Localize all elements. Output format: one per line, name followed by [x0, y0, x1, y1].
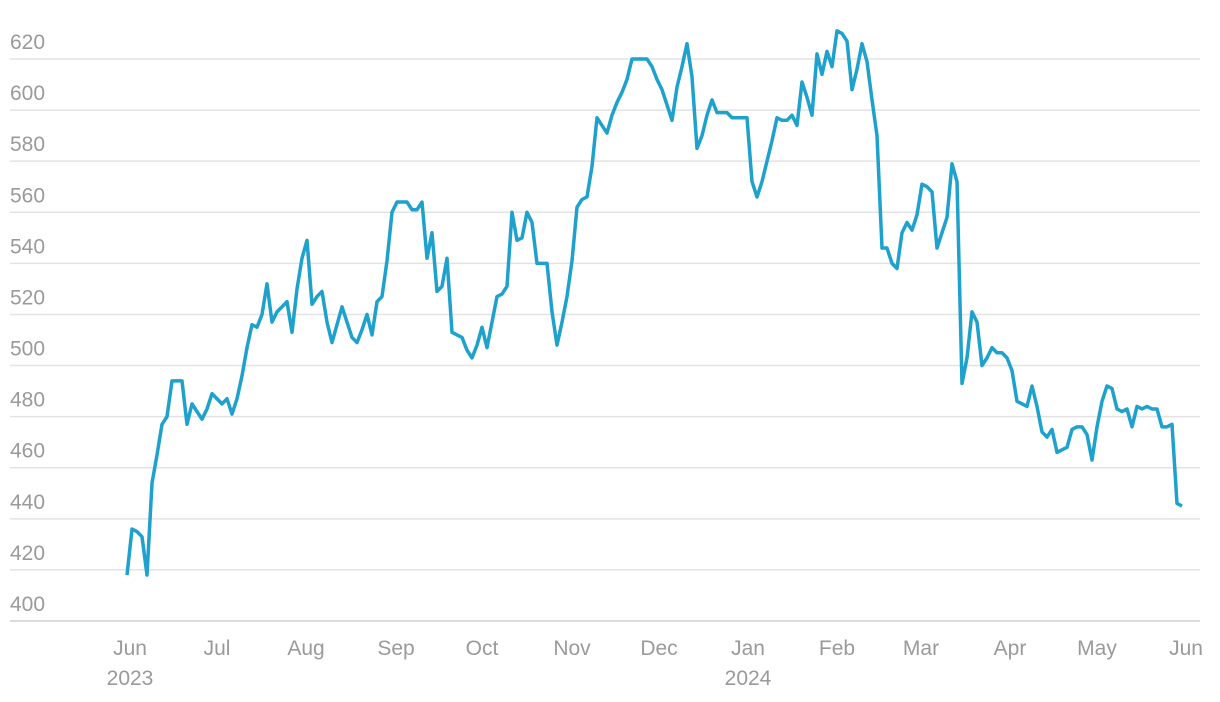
x-tick-label-line: Apr: [994, 637, 1027, 660]
y-tick-label: 460: [10, 440, 45, 463]
x-tick-label: Dec: [640, 637, 677, 660]
x-tick-label-line: Sep: [377, 637, 414, 660]
x-tick-label-line: Jun: [1169, 637, 1203, 660]
x-tick-label: Jun 2023: [107, 637, 154, 690]
x-tick-label: Jul: [204, 637, 231, 660]
y-tick-label: 480: [10, 389, 45, 412]
y-tick-label: 560: [10, 184, 45, 207]
x-tick-label-line: Jan: [731, 637, 765, 660]
y-tick-label: 440: [10, 491, 45, 514]
y-tick-label: 580: [10, 133, 45, 156]
x-tick-label: May: [1077, 637, 1117, 660]
y-tick-label: 420: [10, 542, 45, 565]
x-tick-label: Oct: [466, 637, 499, 660]
x-tick-label-line: Oct: [466, 637, 499, 660]
x-tick-label: Feb: [819, 637, 855, 660]
y-tick-label: 600: [10, 82, 45, 105]
x-tick-label-line: Jun: [113, 637, 147, 660]
x-tick-label: Jan 2024: [725, 637, 772, 690]
x-tick-label-line: Feb: [819, 637, 855, 660]
x-tick-label: Nov: [553, 637, 591, 660]
y-tick-label: 520: [10, 286, 45, 309]
x-tick-label: Sep: [377, 637, 414, 660]
x-tick-label: Jun: [1169, 637, 1203, 660]
x-tick-label-line: Mar: [903, 637, 939, 660]
x-tick-label: Mar: [903, 637, 939, 660]
x-tick-label-line: 2023: [107, 667, 154, 690]
x-tick-label-line: 2024: [725, 667, 772, 690]
y-tick-label: 620: [10, 31, 45, 54]
x-tick-label: Aug: [287, 637, 324, 660]
x-tick-label-line: Aug: [287, 637, 324, 660]
x-tick-label-line: Dec: [640, 637, 677, 660]
x-tick-label-line: Jul: [204, 637, 231, 660]
x-tick-label-line: May: [1077, 637, 1117, 660]
y-tick-label: 400: [10, 593, 45, 616]
price-line: [125, 29, 1183, 577]
y-tick-label: 500: [10, 338, 45, 361]
x-tick-label-line: Nov: [553, 637, 591, 660]
x-tick-label: Apr: [994, 637, 1027, 660]
y-tick-label: 540: [10, 235, 45, 258]
